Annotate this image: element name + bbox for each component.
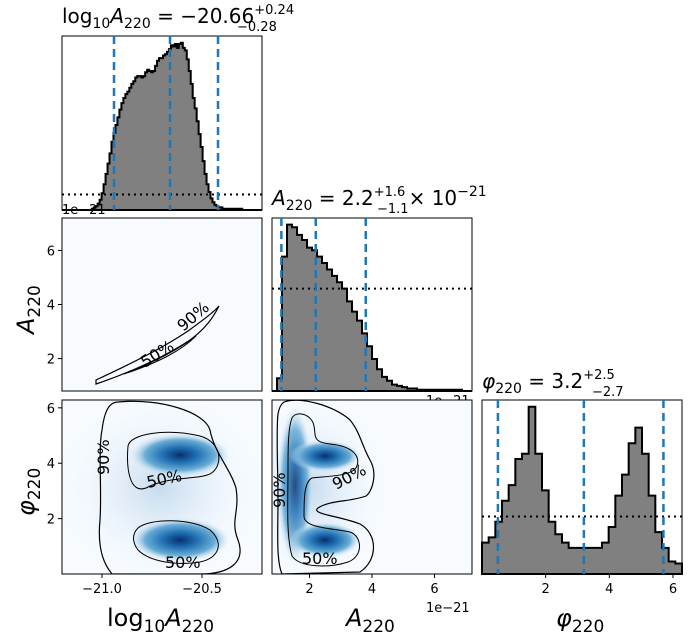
phi-y-tick-label-2: 6 bbox=[47, 402, 55, 417]
phi-quantile-lines bbox=[496, 400, 665, 574]
contour-label-50-A-phi: 50% bbox=[302, 549, 338, 568]
title-logA: log10A220 = −20.66+0.24 −0.28 bbox=[62, 3, 294, 35]
logA-x-tick-label-0: −21.0 bbox=[82, 582, 122, 597]
contour-90-logA-A bbox=[95, 305, 220, 385]
contour-50-logA-A bbox=[123, 335, 197, 375]
panel-logA-vs-A: 50% 90% 246 1e−21 bbox=[47, 203, 263, 392]
logA-quantile-lines bbox=[112, 36, 220, 210]
contour-50-A-phi bbox=[287, 413, 360, 567]
logA-x-ticks: −21.0 −20.5 bbox=[82, 574, 222, 597]
title-A: A220 = 2.2+1.6 −1.1× 10−21 bbox=[270, 184, 487, 217]
density-blob-upper-logA-phi bbox=[130, 433, 230, 477]
phi-x-tick-label-0: 2 bbox=[542, 582, 550, 597]
A-histogram-bars bbox=[272, 223, 472, 392]
contour-label-90-logA-phi: 90% bbox=[94, 439, 113, 475]
panel-A-hist: 1e−21 bbox=[271, 217, 473, 409]
phi-x-ticks: 2 4 6 bbox=[542, 574, 677, 597]
contour-90-logA-phi bbox=[98, 400, 241, 574]
A-y-tick-label-2: 6 bbox=[47, 244, 55, 259]
phi-histogram-bars bbox=[481, 405, 683, 575]
contour-50-logA-lower bbox=[133, 520, 219, 564]
contour-label-90-A-phi-left: 90% bbox=[270, 472, 289, 508]
A-x-ticks: 2 4 6 bbox=[305, 574, 439, 597]
A-x-tick-label-0: 2 bbox=[305, 582, 313, 597]
A-x-tick-label-1: 4 bbox=[368, 582, 376, 597]
phi-x-tick-label-1: 4 bbox=[605, 582, 613, 597]
offset-text-A-vs-phi: 1e−21 bbox=[426, 601, 470, 616]
logA-histogram-bars bbox=[62, 41, 262, 211]
A-y-tick-label-1: 4 bbox=[47, 299, 55, 314]
phi-y-ticks: 2 4 6 bbox=[47, 402, 62, 528]
panel-logA-hist bbox=[61, 35, 263, 211]
offset-text-logA-A: 1e−21 bbox=[62, 203, 106, 218]
logA-x-tick-label-1: −20.5 bbox=[182, 582, 222, 597]
panel-logA-vs-A-frame bbox=[61, 217, 263, 392]
panel-logA-vs-phi-frame-border bbox=[61, 399, 263, 575]
xlabel-A: A220 bbox=[344, 604, 395, 637]
phi-y-tick-label-0: 2 bbox=[47, 513, 55, 528]
contour-90-A-phi bbox=[276, 400, 375, 574]
ylabel-phi: φ220 bbox=[12, 468, 45, 516]
panel-phi-hist: 2 4 6 bbox=[481, 399, 683, 597]
A-quantile-lines bbox=[280, 218, 367, 391]
density-blob-lower-logA-phi bbox=[130, 518, 230, 562]
xlabel-logA: log10A220 bbox=[107, 604, 214, 637]
title-phi: φ220 = 3.2+2.5 −2.7 bbox=[482, 368, 624, 400]
panel-logA-vs-phi: 90% 50% 50% 246 −21.0 −20.5 bbox=[47, 399, 263, 597]
phi-y-tick-label-1: 4 bbox=[47, 457, 55, 472]
ylabel-A: A220 bbox=[12, 285, 45, 336]
A-x-tick-label-2: 6 bbox=[430, 582, 438, 597]
density-blob-upper-A-phi bbox=[289, 440, 361, 472]
contour-label-50-logA-lower: 50% bbox=[165, 553, 201, 572]
xlabel-phi: φ220 bbox=[556, 604, 604, 637]
contour-50-logA-upper bbox=[127, 431, 220, 490]
A-y-ticks: 2 4 6 bbox=[47, 244, 62, 368]
phi-x-tick-label-2: 6 bbox=[669, 582, 677, 597]
A-y-tick-label-0: 2 bbox=[47, 353, 55, 368]
